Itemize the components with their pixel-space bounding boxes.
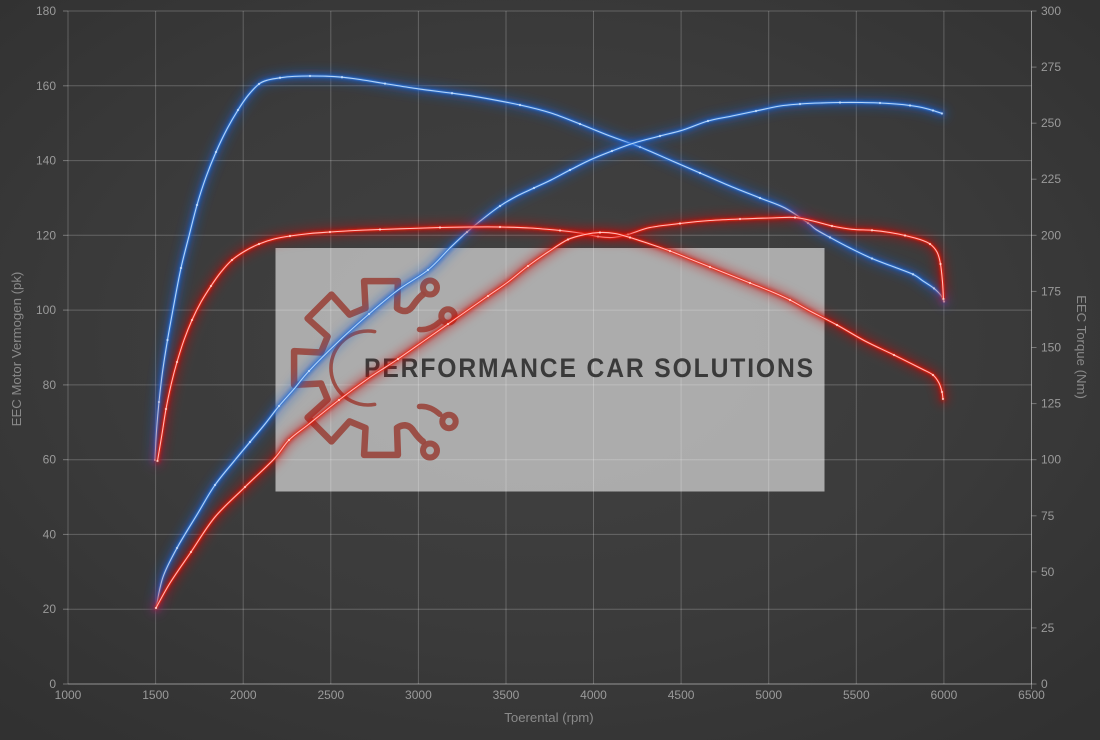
svg-text:4500: 4500 [668, 688, 695, 702]
svg-text:75: 75 [1041, 509, 1055, 523]
svg-text:120: 120 [36, 228, 56, 242]
svg-text:200: 200 [1041, 228, 1061, 242]
svg-text:300: 300 [1041, 4, 1061, 18]
svg-text:0: 0 [1041, 677, 1048, 691]
svg-text:6000: 6000 [931, 688, 958, 702]
svg-text:4000: 4000 [580, 688, 607, 702]
svg-text:50: 50 [1041, 565, 1055, 579]
svg-text:0: 0 [49, 677, 56, 691]
svg-text:1500: 1500 [142, 688, 169, 702]
svg-text:100: 100 [36, 303, 56, 317]
svg-text:1000: 1000 [55, 688, 82, 702]
svg-text:140: 140 [36, 154, 56, 168]
svg-text:180: 180 [36, 4, 56, 18]
svg-text:5500: 5500 [843, 688, 870, 702]
svg-text:275: 275 [1041, 60, 1061, 74]
svg-text:250: 250 [1041, 116, 1061, 130]
svg-text:Toerental (rpm): Toerental (rpm) [504, 710, 593, 725]
svg-text:PERFORMANCE CAR SOLUTIONS: PERFORMANCE CAR SOLUTIONS [364, 353, 815, 383]
svg-text:3000: 3000 [405, 688, 432, 702]
svg-text:5000: 5000 [755, 688, 782, 702]
svg-text:40: 40 [43, 527, 57, 541]
svg-text:2500: 2500 [317, 688, 344, 702]
svg-text:150: 150 [1041, 341, 1061, 355]
svg-text:25: 25 [1041, 621, 1055, 635]
svg-text:3500: 3500 [493, 688, 520, 702]
svg-text:EEC Motor Vermogen (pk): EEC Motor Vermogen (pk) [9, 272, 24, 427]
svg-text:175: 175 [1041, 284, 1061, 298]
svg-text:2000: 2000 [230, 688, 257, 702]
svg-text:100: 100 [1041, 453, 1061, 467]
svg-text:225: 225 [1041, 172, 1061, 186]
svg-text:EEC Torque (Nm): EEC Torque (Nm) [1074, 295, 1089, 399]
svg-text:125: 125 [1041, 397, 1061, 411]
svg-text:60: 60 [43, 453, 57, 467]
svg-text:20: 20 [43, 602, 57, 616]
svg-text:160: 160 [36, 79, 56, 93]
svg-text:80: 80 [43, 378, 57, 392]
svg-text:6500: 6500 [1018, 688, 1045, 702]
